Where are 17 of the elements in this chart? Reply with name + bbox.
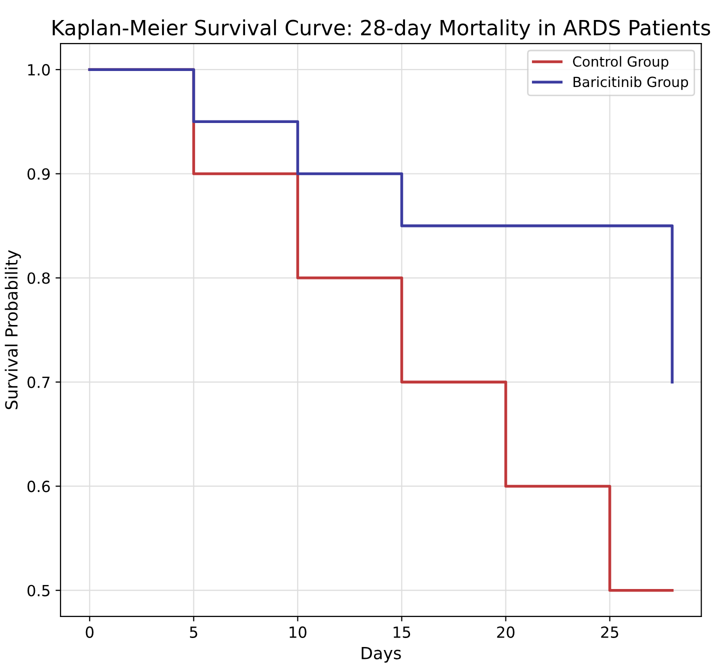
chart-title: Kaplan-Meier Survival Curve: 28-day Mortality in ARDS Patients: [52, 19, 710, 40]
y-tick-label: 0.9: [28, 168, 50, 180]
y-tick-label: 1.0: [28, 64, 50, 76]
y-tick-label: 0.8: [28, 272, 50, 284]
x-tick-label: 5: [190, 626, 198, 638]
x-tick-label: 20: [497, 626, 514, 638]
y-tick-label: 0.5: [28, 584, 50, 596]
legend-label: Baricitinib Group: [574, 76, 688, 90]
y-axis-title: Survival Probability: [4, 250, 21, 410]
x-axis-title: Days: [362, 646, 401, 663]
x-tick-label: 25: [601, 626, 618, 638]
legend-label: Control Group: [573, 56, 668, 70]
x-tick-label: 15: [394, 626, 410, 638]
y-tick-label: 0.7: [28, 376, 50, 388]
x-tick-label: 0: [86, 626, 94, 638]
x-tick-label: 10: [290, 626, 306, 638]
y-tick-label: 0.6: [28, 480, 50, 492]
